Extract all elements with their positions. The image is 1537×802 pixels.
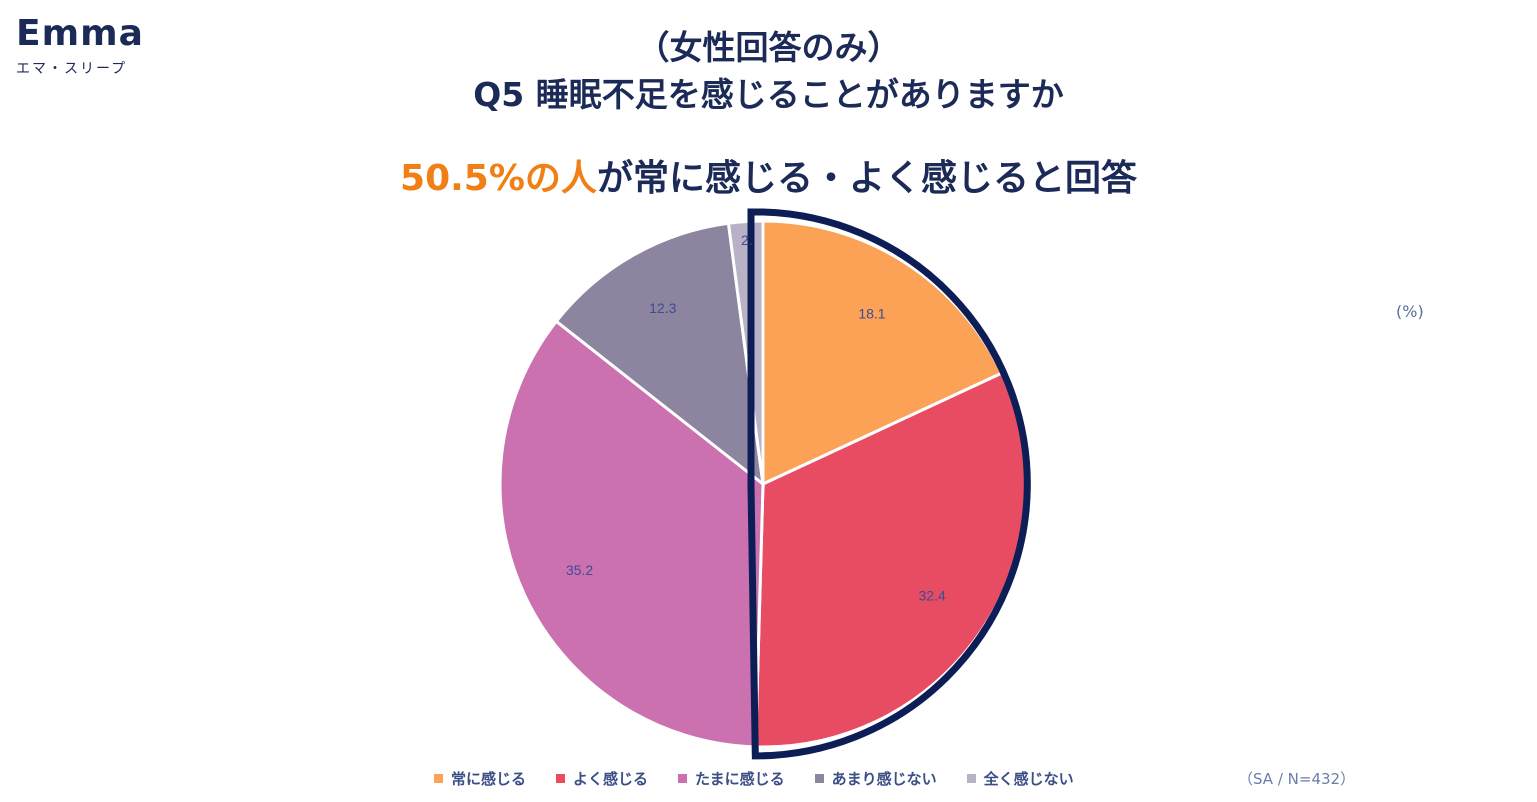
legend-item-2: よく感じる bbox=[556, 768, 648, 789]
emma-logo: Emma エマ・スリープ bbox=[16, 14, 144, 78]
chart-title-line1: （女性回答のみ） bbox=[636, 28, 901, 67]
logo-wordmark: Emma bbox=[16, 13, 144, 54]
logo-subtitle: エマ・スリープ bbox=[16, 61, 128, 77]
legend-swatch bbox=[966, 774, 976, 783]
legend-swatch bbox=[556, 774, 566, 783]
data-label-3: 35.2 bbox=[566, 562, 593, 578]
data-label-5: 2. bbox=[741, 232, 753, 248]
data-label-4: 12.3 bbox=[649, 300, 676, 316]
legend-label: よく感じる bbox=[573, 770, 649, 788]
legend-item-3: たまに感じる bbox=[678, 768, 785, 789]
legend-label: たまに感じる bbox=[695, 770, 785, 788]
headline: 50.5%の人が常に感じる・よく感じると回答 bbox=[0, 156, 1537, 202]
legend-swatch bbox=[678, 774, 688, 783]
legend: 常に感じる よく感じる たまに感じる あまり感じない 全く感じない bbox=[434, 768, 1074, 789]
unit-label: (%) bbox=[1396, 302, 1424, 321]
data-label-2: 32.4 bbox=[919, 587, 946, 603]
sample-note: （SA / N=432） bbox=[1238, 770, 1356, 788]
legend-label: 常に感じる bbox=[451, 770, 527, 788]
pie-slice-4 bbox=[554, 221, 765, 488]
legend-label: あまり感じない bbox=[831, 770, 937, 788]
legend-item-1: 常に感じる bbox=[434, 768, 526, 789]
legend-item-5: 全く感じない bbox=[966, 768, 1074, 789]
legend-swatch bbox=[814, 774, 824, 783]
data-label-1: 18.1 bbox=[858, 305, 885, 321]
highlight-outline bbox=[747, 208, 1031, 760]
legend-item-4: あまり感じない bbox=[814, 768, 937, 789]
chart-title-line2: Q5 睡眠不足を感じることがありますか bbox=[473, 75, 1064, 114]
legend-label: 全く感じない bbox=[983, 770, 1074, 788]
headline-highlight: 50.5%の人 bbox=[400, 158, 597, 199]
pie-slice-3 bbox=[498, 319, 765, 749]
legend-swatch bbox=[434, 774, 443, 783]
headline-rest: が常に感じる・よく感じると回答 bbox=[596, 158, 1137, 199]
